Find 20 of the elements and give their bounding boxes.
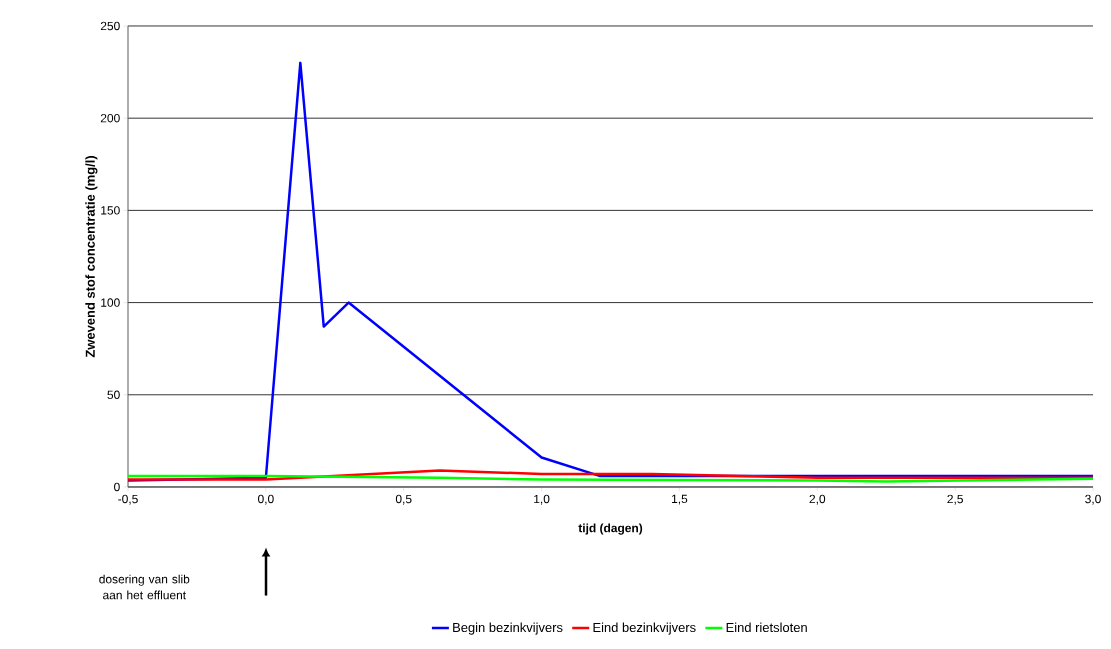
x-tick-label: 1,0: [534, 494, 550, 505]
y-tick-label: 0: [114, 482, 120, 492]
legend-label: Eind bezinkvijvers: [593, 622, 696, 635]
y-tick-label: 100: [101, 298, 120, 307]
x-axis-title: tijd (dagen): [578, 523, 643, 535]
x-tick-label: 3,0: [1085, 494, 1101, 505]
x-tick-label: 0,5: [395, 494, 412, 505]
x-tick-label: 2,0: [809, 494, 826, 505]
text: dosering van slib aan het effluent: [99, 574, 190, 600]
x-tick-label: 0,0: [258, 494, 274, 505]
y-tick-label: 250: [100, 21, 120, 31]
legend-label: Eind rietsloten: [726, 622, 807, 633]
y-tick-label: 150: [101, 206, 120, 215]
y-axis-title: Zwevend stof concentratie (mg/l): [85, 156, 98, 358]
x-tick-label: -0,5: [118, 494, 138, 505]
x-tick-label: 2,5: [947, 494, 963, 505]
y-tick-label: 50: [107, 390, 120, 400]
legend-label: Begin bezinkvijvers: [453, 622, 563, 635]
y-tick-label: 200: [100, 113, 120, 123]
x-tick-label: 1,5: [672, 494, 688, 505]
